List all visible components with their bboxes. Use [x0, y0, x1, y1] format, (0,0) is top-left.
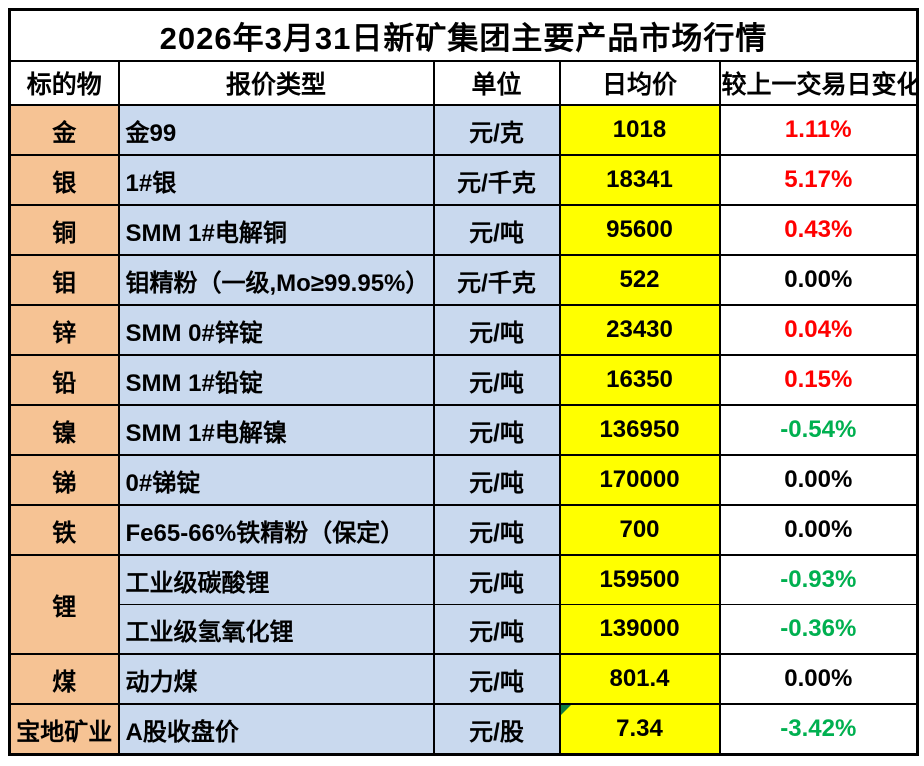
column-header-unit: 单位 — [432, 60, 561, 106]
avg-price-cell: 18341 — [558, 154, 721, 206]
avg-price-cell: 700 — [558, 504, 721, 556]
avg-price-cell: 1018 — [558, 104, 721, 156]
table-row: 铜 SMM 1#电解铜 元/吨 95600 0.43% — [8, 204, 919, 256]
change-cell: 1.11% — [718, 104, 919, 156]
column-header-avg-price: 日均价 — [558, 60, 721, 106]
unit-cell: 元/吨 — [432, 653, 561, 705]
quote-type-cell: SMM 1#电解镍 — [117, 404, 435, 456]
cell-note-triangle-icon — [561, 705, 571, 715]
table-row: 煤 动力煤 元/吨 801.4 0.00% — [8, 653, 919, 705]
target-cell: 钼 — [8, 254, 120, 306]
quote-type-cell: SMM 1#铅锭 — [117, 354, 435, 406]
target-cell: 锑 — [8, 454, 120, 506]
target-cell: 铜 — [8, 204, 120, 256]
header-row: 标的物 报价类型 单位 日均价 较上一交易日变化 — [8, 60, 919, 106]
unit-cell: 元/千克 — [432, 254, 561, 306]
unit-cell: 元/吨 — [432, 304, 561, 356]
quote-type-cell: 0#锑锭 — [117, 454, 435, 506]
table-row: 铅 SMM 1#铅锭 元/吨 16350 0.15% — [8, 354, 919, 406]
change-cell: 0.43% — [718, 204, 919, 256]
change-cell: 0.00% — [718, 454, 919, 506]
table-row: 钼 钼精粉（一级,Mo≥99.95%） 元/千克 522 0.00% — [8, 254, 919, 306]
target-cell: 锂 — [8, 554, 120, 655]
target-cell: 铅 — [8, 354, 120, 406]
table-title: 2026年3月31日新矿集团主要产品市场行情 — [8, 8, 919, 62]
target-cell: 铁 — [8, 504, 120, 556]
target-cell: 银 — [8, 154, 120, 206]
change-cell: 0.04% — [718, 304, 919, 356]
target-cell: 镍 — [8, 404, 120, 456]
table-row: 铁 Fe65-66%铁精粉（保定） 元/吨 700 0.00% — [8, 504, 919, 556]
unit-cell: 元/吨 — [432, 504, 561, 556]
avg-price-cell: 170000 — [558, 454, 721, 506]
target-cell: 锌 — [8, 304, 120, 356]
table-row: 锑 0#锑锭 元/吨 170000 0.00% — [8, 454, 919, 506]
unit-cell: 元/股 — [432, 703, 561, 756]
unit-cell: 元/吨 — [432, 454, 561, 506]
quote-type-cell: 动力煤 — [117, 653, 435, 705]
avg-price-cell: 159500 — [558, 554, 721, 605]
market-quotes-table: 2026年3月31日新矿集团主要产品市场行情 标的物 报价类型 单位 日均价 较… — [8, 8, 920, 756]
change-cell: -3.42% — [718, 703, 919, 756]
target-cell: 宝地矿业 — [8, 703, 120, 756]
table-row: 锂 工业级碳酸锂 元/吨 159500 -0.93% — [8, 554, 919, 655]
unit-cell: 元/吨 — [432, 404, 561, 456]
unit-cell: 元/吨 — [432, 354, 561, 406]
table-row: 银 1#银 元/千克 18341 5.17% — [8, 154, 919, 206]
avg-price-cell: 95600 — [558, 204, 721, 256]
quote-type-cell: 钼精粉（一级,Mo≥99.95%） — [117, 254, 435, 306]
avg-price-cell: 136950 — [558, 404, 721, 456]
unit-cell: 元/克 — [432, 104, 561, 156]
table-row: 金 金99 元/克 1018 1.11% — [8, 104, 919, 156]
change-cell: 0.15% — [718, 354, 919, 406]
quote-type-cell: SMM 0#锌锭 — [117, 304, 435, 356]
table-row: 镍 SMM 1#电解镍 元/吨 136950 -0.54% — [8, 404, 919, 456]
unit-cell: 元/吨 — [432, 554, 561, 605]
change-cell: -0.36% — [718, 604, 919, 655]
quote-type-cell: SMM 1#电解铜 — [117, 204, 435, 256]
change-cell: -0.54% — [718, 404, 919, 456]
avg-price-cell: 522 — [558, 254, 721, 306]
change-cell: -0.93% — [718, 554, 919, 605]
avg-price-cell: 801.4 — [558, 653, 721, 705]
table-row: 宝地矿业 A股收盘价 元/股 7.34 -3.42% — [8, 703, 919, 756]
unit-cell: 元/吨 — [432, 204, 561, 256]
quote-type-cell: 金99 — [117, 104, 435, 156]
change-cell: 0.00% — [718, 504, 919, 556]
change-cell: 0.00% — [718, 254, 919, 306]
quote-type-cell: 1#银 — [117, 154, 435, 206]
target-cell: 煤 — [8, 653, 120, 705]
column-header-target: 标的物 — [8, 60, 120, 106]
quote-type-cell: A股收盘价 — [117, 703, 435, 756]
target-cell: 金 — [8, 104, 120, 156]
change-cell: 0.00% — [718, 653, 919, 705]
table-row: 工业级氢氧化锂 元/吨 139000 -0.36% — [10, 604, 919, 655]
avg-price-cell: 16350 — [558, 354, 721, 406]
column-header-change: 较上一交易日变化 — [718, 60, 919, 106]
quote-type-cell: Fe65-66%铁精粉（保定） — [117, 504, 435, 556]
unit-cell: 元/吨 — [432, 604, 561, 655]
avg-price-cell: 7.34 — [558, 703, 721, 756]
unit-cell: 元/千克 — [432, 154, 561, 206]
change-cell: 5.17% — [718, 154, 919, 206]
quote-type-cell: 工业级氢氧化锂 — [117, 604, 435, 655]
table-row: 锌 SMM 0#锌锭 元/吨 23430 0.04% — [8, 304, 919, 356]
quote-type-cell: 工业级碳酸锂 — [117, 554, 435, 605]
avg-price-cell: 23430 — [558, 304, 721, 356]
column-header-quote-type: 报价类型 — [117, 60, 435, 106]
avg-price-cell: 139000 — [558, 604, 721, 655]
title-row: 2026年3月31日新矿集团主要产品市场行情 — [8, 8, 919, 62]
